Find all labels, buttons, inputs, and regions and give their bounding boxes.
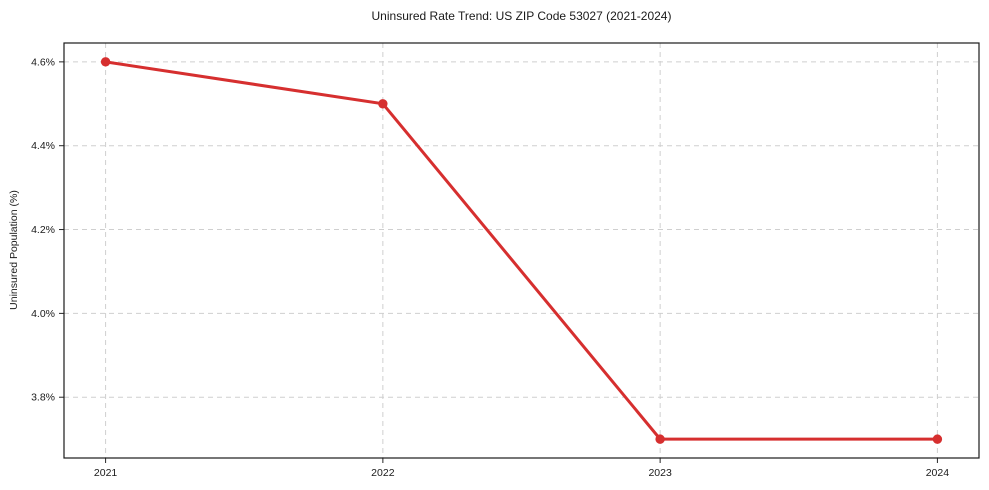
data-point	[932, 434, 943, 444]
trend-line	[104, 60, 939, 441]
x-tick-label: 2024	[926, 467, 950, 479]
y-tick-label: 4.4%	[31, 140, 55, 152]
plot-border	[63, 42, 980, 459]
data-point	[378, 99, 388, 109]
y-tick-label: 4.6%	[31, 56, 55, 68]
x-tick-label: 2023	[648, 467, 672, 479]
x-tick-label: 2021	[94, 467, 118, 479]
x-tick-label: 2022	[371, 467, 395, 479]
y-tick-label: 4.2%	[31, 224, 55, 236]
y-tick-label: 4.0%	[31, 308, 55, 320]
chart-title: Uninsured Rate Trend: US ZIP Code 53027 …	[371, 9, 672, 23]
data-point	[655, 434, 665, 444]
data-point	[100, 57, 111, 67]
y-tick-label: 3.8%	[31, 392, 55, 404]
